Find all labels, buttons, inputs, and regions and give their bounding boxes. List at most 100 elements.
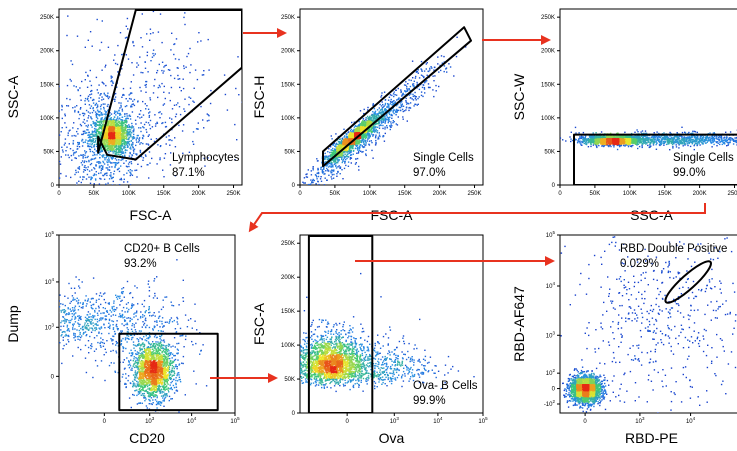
panel-3: 0 50K 100K 150K 200K 250K 0 50K 100K 150K 200K 250K… (511, 8, 737, 223)
y-axis-label: FSC-H (251, 76, 267, 119)
y-tick-label: 250K (281, 241, 295, 247)
y-tick-label: 0 (552, 183, 556, 189)
axis-ticks: 0 103 104 105 0 103 104 105 (45, 230, 240, 425)
y-tick-label: 200K (40, 49, 54, 55)
panel-2: 0 50K 100K 150K 200K 250K 0 50K 100K 150K 200K 250K… (251, 8, 484, 223)
x-tick-label: 103 (390, 416, 400, 425)
y-tick-label: -102 (544, 399, 556, 408)
y-tick-label: 50K (284, 149, 295, 155)
y-tick-label: 103 (546, 330, 556, 339)
gate-outline (307, 235, 374, 413)
x-tick-label: 250K (468, 191, 482, 197)
x-tick-label: 50K (330, 191, 341, 197)
axis-ticks: 0 50K 100K 150K 200K 250K 0 50K 100K 150K 200K 250K (40, 15, 241, 197)
gate-name: Lymphocytes (172, 152, 240, 164)
y-tick-label: 0 (292, 183, 296, 189)
gate-name: Single Cells (673, 152, 734, 164)
y-tick-label: 0 (51, 183, 55, 189)
x-tick-label: 104 (686, 416, 696, 425)
x-axis-label: RBD-PE (625, 430, 678, 446)
y-tick-label: 100K (281, 343, 295, 349)
gate-outline (573, 133, 737, 185)
x-tick-label: 150K (157, 191, 171, 197)
x-tick-label: 0 (558, 191, 562, 197)
y-tick-label: 250K (281, 15, 295, 21)
x-tick-label: 100K (122, 191, 136, 197)
gate-outline (322, 26, 472, 168)
x-tick-label: 103 (145, 416, 155, 425)
gate-name: Ova- B Cells (413, 380, 478, 392)
gate-name: Single Cells (413, 152, 474, 164)
y-tick-label: 100K (541, 116, 555, 122)
arrow-single-cells-to-cd20 (248, 203, 706, 233)
x-tick-label: 103 (635, 416, 645, 425)
x-tick-label: 150K (658, 191, 672, 197)
density-dots (59, 10, 242, 185)
x-tick-label: 200K (693, 191, 707, 197)
x-tick-label: 105 (478, 416, 488, 425)
panel-1: 0 50K 100K 150K 200K 250K 0 50K 100K 150K 200K 250K… (5, 8, 243, 223)
y-tick-label: 0 (552, 387, 556, 393)
x-axis-label: Ova (379, 430, 405, 446)
gate-outline (118, 332, 219, 412)
gate-percent: 93.2% (124, 258, 157, 270)
y-tick-label: 150K (281, 82, 295, 88)
density-dots (560, 236, 737, 413)
x-tick-label: 100K (623, 191, 637, 197)
gate-percent: 97.0% (413, 167, 446, 179)
y-tick-label: 200K (281, 49, 295, 55)
axis-ticks: 0 50K 100K 150K 200K 250K 0 50K 100K 150K 200K 250K (281, 15, 482, 197)
y-tick-label: 102 (546, 368, 556, 377)
y-tick-label: 200K (281, 275, 295, 281)
panel-6: 0103104105-1020102103104105RBD-PERBD-AF6… (511, 230, 737, 446)
panel-5: 0 103 104 105 0 50K 100K 150K 200K 250K Ova FSC-A Ov… (251, 234, 488, 446)
density-dots (59, 259, 208, 413)
y-tick-label: 150K (40, 82, 54, 88)
gate-percent: 99.0% (673, 167, 706, 179)
x-axis-label: FSC-A (130, 207, 173, 223)
panel-4: 0 103 104 105 0 103 104 105 CD20 Dump CD20+ B Cell… (5, 230, 240, 446)
y-axis-label: SSC-W (511, 73, 527, 120)
y-axis-label: RBD-AF647 (511, 286, 527, 362)
y-tick-label: 103 (45, 322, 55, 331)
y-tick-label: 200K (541, 49, 555, 55)
x-tick-label: 0 (103, 419, 107, 425)
gate-percent: 87.1% (172, 167, 205, 179)
x-tick-label: 50K (89, 191, 100, 197)
y-tick-label: 150K (541, 82, 555, 88)
x-tick-label: 250K (728, 191, 737, 197)
y-tick-label: 105 (546, 230, 556, 239)
gate-name: CD20+ B Cells (124, 243, 200, 255)
y-axis-label: SSC-A (5, 75, 21, 118)
x-tick-label: 200K (192, 191, 206, 197)
y-axis-label: FSC-A (251, 302, 267, 345)
y-tick-label: 104 (546, 281, 556, 290)
x-axis-label: FSC-A (371, 207, 414, 223)
y-tick-label: 50K (43, 149, 54, 155)
y-tick-label: 250K (40, 15, 54, 21)
x-tick-label: 250K (227, 191, 241, 197)
gate-name: RBD Double Positive (620, 243, 727, 255)
x-tick-label: 105 (230, 416, 240, 425)
x-tick-label: 0 (345, 419, 349, 425)
gate-outline (97, 9, 242, 161)
x-tick-label: 200K (433, 191, 447, 197)
axis-ticks: 0 50K 100K 150K 200K 250K 0 50K 100K 150K 200K 250K (541, 15, 737, 197)
x-tick-label: 104 (187, 416, 197, 425)
y-axis-label: Dump (5, 305, 21, 343)
y-tick-label: 0 (51, 374, 55, 380)
axis-ticks: 0 103 104 105 0 50K 100K 150K 200K 250K (281, 241, 488, 425)
y-tick-label: 100K (40, 116, 54, 122)
gating-arrows (210, 28, 706, 383)
y-tick-label: 50K (284, 377, 295, 383)
y-tick-label: 50K (544, 149, 555, 155)
gate-percent: 0.029% (620, 258, 659, 270)
y-tick-label: 250K (541, 15, 555, 21)
x-axis-label: CD20 (129, 430, 165, 446)
gate-outline (664, 260, 712, 304)
x-tick-label: 0 (583, 419, 587, 425)
y-tick-label: 104 (45, 277, 55, 286)
